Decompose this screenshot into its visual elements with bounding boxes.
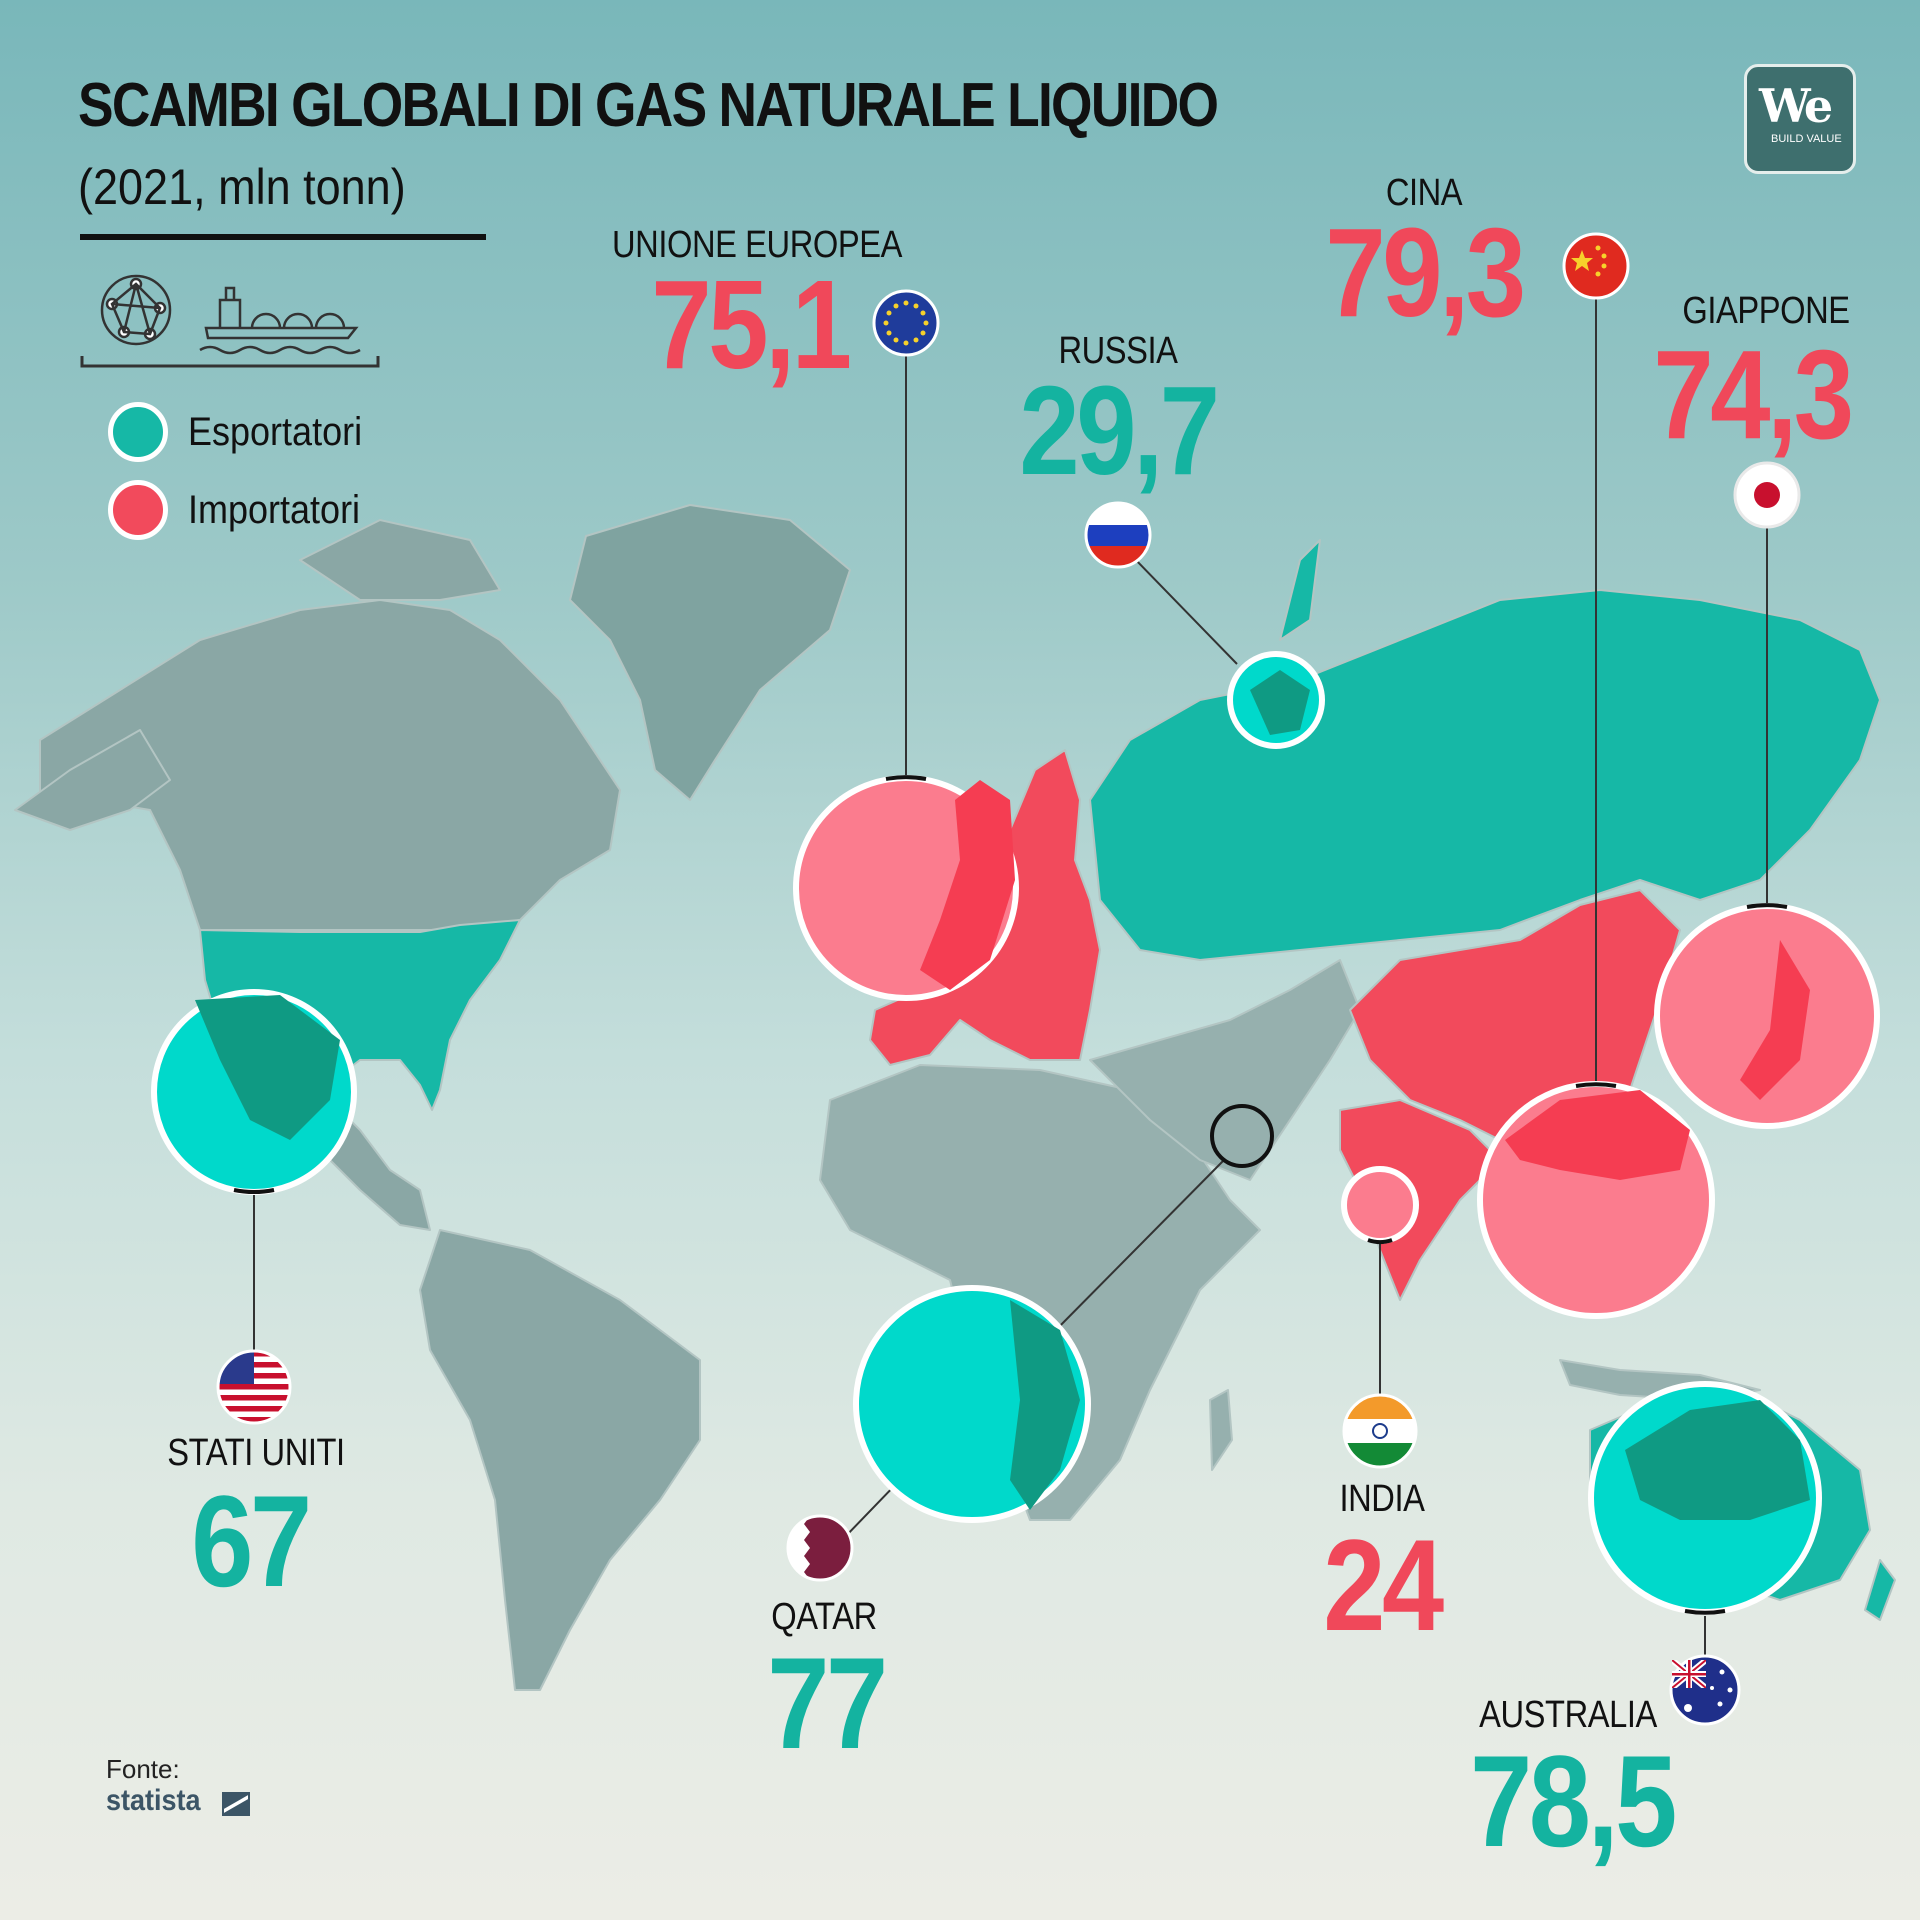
greenland-shape — [569, 504, 851, 801]
logo-mark: We — [1759, 79, 1833, 133]
india-zoom-circle — [1341, 1166, 1419, 1244]
country-name-china: CINA — [1385, 172, 1463, 214]
legend-exporter-label: Esportatori — [188, 409, 363, 454]
qatar-zoom-land — [1010, 1300, 1080, 1510]
qatar-locator-circle — [1210, 1104, 1274, 1168]
statista-logo-icon — [222, 1792, 250, 1816]
usa-flag-icon — [216, 1349, 292, 1425]
japan-flag-icon — [1733, 461, 1801, 529]
new-zealand-shape — [1864, 1559, 1896, 1621]
japan-zoom-land — [1740, 940, 1810, 1100]
country-name-india: INDIA — [1339, 1478, 1425, 1520]
page-subtitle: (2021, mln tonn) — [78, 159, 406, 215]
north-america-shape — [39, 599, 621, 931]
alaska-shape — [14, 729, 171, 831]
australia-zoom-land — [1625, 1400, 1810, 1520]
south-america-shape — [419, 1229, 701, 1691]
arctic-islands-shape — [299, 519, 501, 601]
leader-line-qatar — [1047, 1159, 1225, 1339]
india-tick — [1367, 1238, 1393, 1244]
country-value-qatar: 77 — [767, 1630, 888, 1776]
country-value-japan: 74,3 — [1653, 324, 1854, 465]
legend-item-importers: Importatori — [108, 480, 379, 540]
country-value-india: 24 — [1323, 1512, 1444, 1658]
country-value-russia: 29,7 — [1019, 360, 1220, 501]
novaya-zemlya-shape — [1279, 539, 1321, 641]
globe-network-icon — [100, 274, 172, 346]
country-value-china: 79,3 — [1325, 202, 1526, 343]
header-icons — [80, 262, 380, 374]
qatar-flag-icon — [786, 1514, 854, 1582]
china-tick — [1575, 1082, 1617, 1088]
country-name-australia: AUSTRALIA — [1479, 1694, 1657, 1736]
source-brand: statista — [106, 1784, 201, 1817]
usa-zoom-land — [195, 995, 340, 1140]
country-name-russia: RUSSIA — [1058, 330, 1178, 372]
country-value-usa: 67 — [191, 1468, 312, 1614]
australia-tick — [1684, 1609, 1726, 1615]
country-value-eu: 75,1 — [651, 254, 852, 395]
legend-item-exporters: Esportatori — [108, 402, 381, 462]
we-build-value-logo: We BUILD VALUE — [1744, 64, 1856, 174]
zoom-land-detail — [195, 670, 1810, 1520]
flags — [216, 232, 1801, 1726]
middle-east-shape — [1089, 959, 1361, 1181]
australia-flag-icon — [1669, 1654, 1741, 1726]
title-underline — [80, 234, 486, 240]
madagascar-shape — [1209, 1389, 1233, 1471]
china-flag-icon — [1562, 232, 1630, 300]
usa-tick — [233, 1188, 275, 1194]
russia-zoom-land — [1250, 670, 1310, 735]
lng-tanker-ship-icon — [199, 286, 361, 355]
eu-flag-icon — [872, 289, 940, 357]
legend-exporter-dot — [108, 402, 168, 462]
country-value-australia: 78,5 — [1470, 1728, 1677, 1874]
china-zoom-land — [1505, 1090, 1690, 1180]
japan-tick — [1746, 903, 1788, 909]
country-name-usa: STATI UNITI — [167, 1432, 345, 1474]
india-flag-icon — [1342, 1393, 1418, 1469]
leader-line-russia — [1131, 555, 1238, 665]
legend-importer-dot — [108, 480, 168, 540]
bubble-ticks — [233, 775, 1788, 1615]
legend-importer-label: Importatori — [188, 487, 361, 532]
logo-tagline: BUILD VALUE — [1771, 133, 1842, 145]
country-name-eu: UNIONE EUROPEA — [612, 224, 902, 266]
country-name-japan: GIAPPONE — [1682, 290, 1850, 332]
page-title: SCAMBI GLOBALI DI GAS NATURALE LIQUIDO — [78, 71, 1219, 140]
eu-zoom-land — [920, 780, 1015, 990]
icon-bracket — [80, 356, 380, 368]
eu-tick — [885, 775, 927, 781]
source-label: Fonte: — [106, 1754, 180, 1784]
leader-lines — [253, 296, 1768, 1656]
country-name-qatar: QATAR — [771, 1596, 877, 1638]
russia-flag-icon — [1084, 501, 1152, 569]
